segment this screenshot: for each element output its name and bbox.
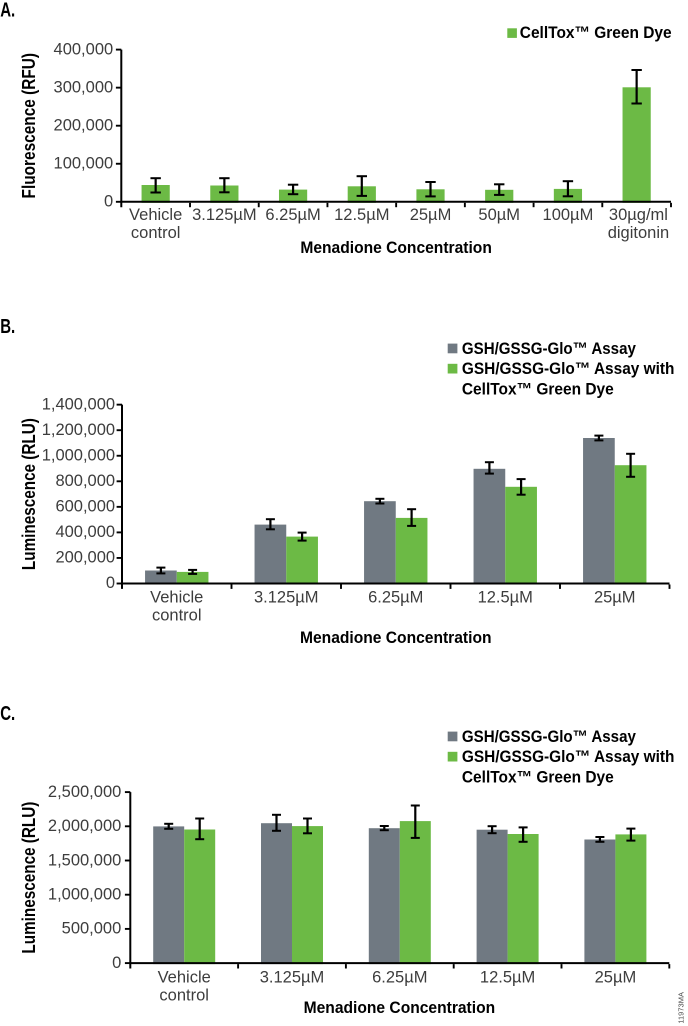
svg-text:3.125µM: 3.125µM xyxy=(254,588,319,606)
svg-text:0: 0 xyxy=(112,954,121,972)
svg-text:25µM: 25µM xyxy=(594,588,636,606)
svg-text:Menadione Concentration: Menadione Concentration xyxy=(304,998,496,1017)
svg-text:25µM: 25µM xyxy=(595,968,637,986)
svg-text:2,500,000: 2,500,000 xyxy=(48,783,121,801)
svg-text:digitonin: digitonin xyxy=(608,224,669,242)
svg-text:3.125µM: 3.125µM xyxy=(260,968,325,986)
svg-text:12.5µM: 12.5µM xyxy=(334,206,389,224)
svg-text:3.125µM: 3.125µM xyxy=(192,206,257,224)
svg-text:300,000: 300,000 xyxy=(54,78,114,96)
svg-text:B.: B. xyxy=(0,316,15,338)
svg-text:GSH/GSSG-Glo™ Assay with: GSH/GSSG-Glo™ Assay with xyxy=(462,747,675,766)
svg-text:0: 0 xyxy=(106,574,115,592)
svg-text:1,200,000: 1,200,000 xyxy=(42,421,115,439)
svg-text:0: 0 xyxy=(104,193,113,211)
svg-text:1,000,000: 1,000,000 xyxy=(48,885,121,903)
svg-text:600,000: 600,000 xyxy=(55,498,115,516)
svg-text:25µM: 25µM xyxy=(410,206,452,224)
svg-text:Luminescence (RLU): Luminescence (RLU) xyxy=(19,418,40,570)
svg-text:100µM: 100µM xyxy=(543,206,594,224)
svg-text:200,000: 200,000 xyxy=(55,549,115,567)
svg-text:1,500,000: 1,500,000 xyxy=(48,851,121,869)
svg-text:control: control xyxy=(131,224,181,242)
svg-text:C.: C. xyxy=(0,703,15,725)
svg-text:500,000: 500,000 xyxy=(62,920,122,938)
svg-text:12.5µM: 12.5µM xyxy=(478,588,533,606)
svg-text:control: control xyxy=(152,606,202,624)
svg-text:CellTox™ Green Dye: CellTox™ Green Dye xyxy=(462,379,614,398)
svg-text:GSH/GSSG-Glo™ Assay: GSH/GSSG-Glo™ Assay xyxy=(462,727,637,746)
svg-text:Vehicle: Vehicle xyxy=(158,968,211,986)
svg-text:800,000: 800,000 xyxy=(55,472,115,490)
svg-text:A.: A. xyxy=(0,0,15,21)
svg-text:1,000,000: 1,000,000 xyxy=(42,446,115,464)
svg-text:100,000: 100,000 xyxy=(54,155,114,173)
svg-text:6.25µM: 6.25µM xyxy=(372,968,427,986)
svg-text:Vehicle: Vehicle xyxy=(150,588,203,606)
svg-text:400,000: 400,000 xyxy=(54,40,114,58)
svg-text:CellTox™ Green Dye: CellTox™ Green Dye xyxy=(462,767,614,786)
svg-text:GSH/GSSG-Glo™ Assay with: GSH/GSSG-Glo™ Assay with xyxy=(462,359,675,378)
svg-text:1,400,000: 1,400,000 xyxy=(42,395,115,413)
svg-text:Vehicle: Vehicle xyxy=(129,206,182,224)
svg-text:200,000: 200,000 xyxy=(54,117,114,135)
svg-text:Fluorescence (RFU): Fluorescence (RFU) xyxy=(19,53,40,199)
svg-text:12.5µM: 12.5µM xyxy=(480,968,535,986)
svg-text:400,000: 400,000 xyxy=(55,523,115,541)
svg-text:control: control xyxy=(159,986,209,1004)
svg-text:Menadione Concentration: Menadione Concentration xyxy=(300,628,492,647)
svg-text:CellTox™ Green Dye: CellTox™ Green Dye xyxy=(520,23,672,42)
svg-text:Menadione Concentration: Menadione Concentration xyxy=(300,238,492,257)
svg-text:6.25µM: 6.25µM xyxy=(368,588,423,606)
svg-text:6.25µM: 6.25µM xyxy=(265,206,320,224)
svg-text:50µM: 50µM xyxy=(478,206,520,224)
svg-text:Luminescence (RLU): Luminescence (RLU) xyxy=(19,802,40,954)
svg-text:GSH/GSSG-Glo™ Assay: GSH/GSSG-Glo™ Assay xyxy=(462,339,637,358)
svg-text:2,000,000: 2,000,000 xyxy=(48,817,121,835)
svg-text:30µg/ml: 30µg/ml xyxy=(609,206,668,224)
svg-text:11973MA: 11973MA xyxy=(677,992,686,1024)
